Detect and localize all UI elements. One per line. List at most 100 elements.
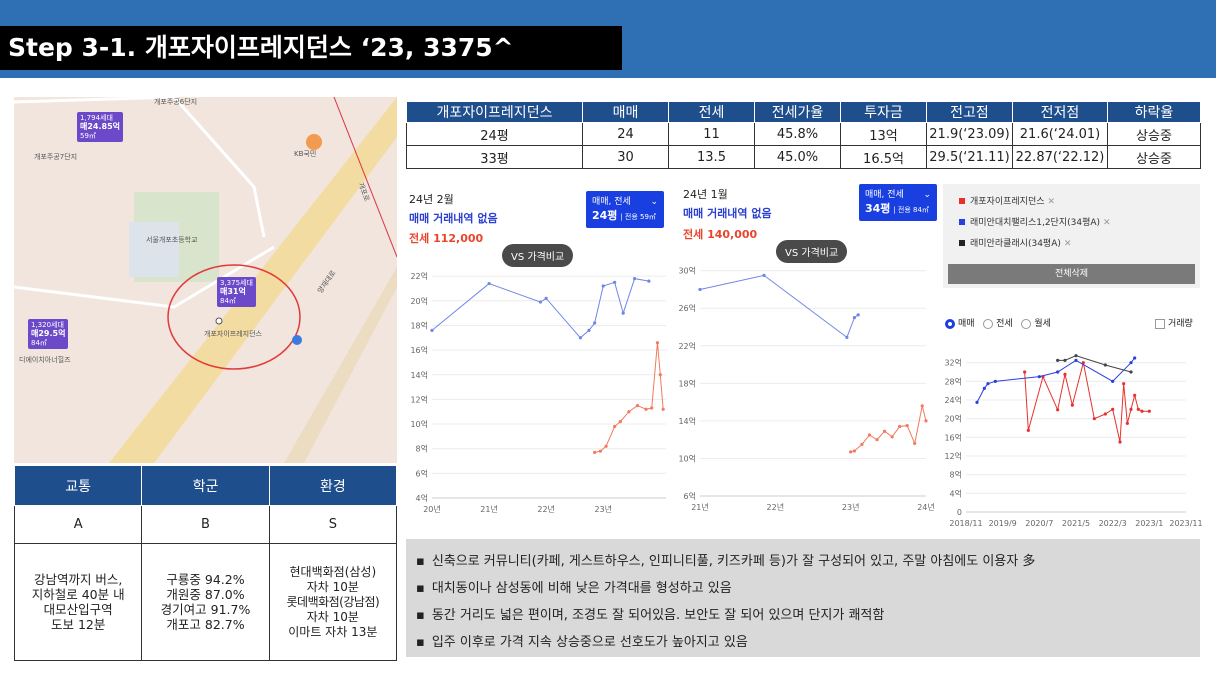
x-tick-label: 2019/9 [989, 519, 1017, 528]
volume-checkbox[interactable]: 거래량 [1155, 316, 1193, 329]
radio-monthly[interactable]: 월세 [1021, 318, 1051, 329]
data-point [1056, 370, 1060, 374]
price-tag[interactable]: 3,375세대 매31억 84㎡ [217, 277, 256, 308]
y-tick-label: 6억 [416, 468, 428, 478]
data-point [1129, 370, 1133, 374]
data-point [1122, 382, 1126, 386]
chart2-type-selector[interactable]: 매매, 전세 ⌄ 34평 | 전용 84㎡ [859, 184, 937, 221]
data-point [882, 429, 887, 433]
price-tag[interactable]: 1,320세대 매29.5억 84㎡ [28, 319, 69, 350]
table-row: 24평 24 11 45.8% 13억 21.9(‘23.09) 21.6(‘24.0… [406, 122, 1201, 146]
data-point [1147, 409, 1151, 413]
y-tick-label: 8억 [416, 444, 428, 454]
data-point [1092, 417, 1096, 421]
data-point [1026, 428, 1030, 432]
y-tick-label: 0 [957, 508, 962, 517]
map-label: 디에이치아너힐즈 [19, 356, 71, 364]
legend-item[interactable]: 개포자이프레지던스 ✕ [959, 194, 1055, 207]
school-area [129, 222, 179, 277]
chart1-plot: 4억 6억 8억 10억 12억 14억 16억 18억 20억 22억 20년 21년 22년 23년 [410, 271, 666, 514]
data-point [1074, 358, 1078, 362]
data-point [593, 450, 597, 454]
series-line [1057, 355, 1132, 373]
legend-item[interactable]: 래미안대치팰리스1,2단지(34평A) ✕ [959, 215, 1111, 228]
price-tag[interactable]: 1,794세대 매24.85억 59㎡ [77, 112, 124, 143]
x-tick-label: 20년 [423, 504, 441, 514]
price-table: 개포자이프레지던스 매매 전세 전세가율 투자금 전고점 전저점 하락율 24평… [406, 101, 1201, 169]
header-transport: 교통 [13, 465, 143, 506]
data-point [860, 442, 864, 446]
data-point [661, 407, 665, 411]
x-tick-label: 23년 [594, 504, 612, 514]
x-tick-label: 22년 [537, 504, 555, 514]
x-tick-label: 2018/11 [949, 519, 982, 528]
y-tick-label: 28억 [944, 376, 962, 386]
col-drop: 하락율 [1107, 101, 1201, 123]
y-tick-label: 18억 [678, 378, 696, 388]
map-view[interactable]: 개포주공6단지 개포주공7단지 KB국민 서울개포초등학교 개포자이프레지던스 … [14, 97, 397, 463]
data-point [601, 284, 605, 288]
data-point [627, 410, 631, 414]
close-icon: ✕ [1063, 239, 1072, 249]
data-point [635, 403, 640, 408]
table-row: 33평 30 13.5 45.0% 16.5억 29.5(‘21.11) 22.87(… [406, 145, 1201, 169]
data-point [1103, 412, 1107, 416]
data-point [1125, 421, 1129, 425]
delete-all-button[interactable]: 전체삭제 [948, 264, 1195, 284]
radio-jeonse[interactable]: 전세 [983, 318, 1013, 329]
col-complex: 개포자이프레지던스 [406, 101, 583, 123]
y-tick-label: 30억 [678, 266, 696, 276]
district-line [333, 97, 397, 258]
x-tick-label: 21년 [691, 502, 709, 512]
x-tick-label: 2023/1 [1135, 519, 1163, 528]
y-tick-label: 32억 [944, 358, 962, 368]
data-point [430, 328, 434, 332]
close-icon: ✕ [1047, 197, 1056, 207]
chart1-type-selector[interactable]: 매매, 전세 ⌄ 24평 | 전용 59㎡ [586, 191, 664, 228]
data-point [587, 328, 591, 332]
data-point [890, 435, 894, 439]
chart2-vs-button[interactable]: VS 가격비교 [776, 240, 848, 263]
data-point [698, 287, 702, 292]
data-point [1081, 361, 1085, 365]
chart1-vs-button[interactable]: VS 가격비교 [502, 244, 574, 267]
data-point [905, 423, 909, 428]
close-icon: ✕ [1103, 218, 1111, 228]
y-tick-label: 22억 [410, 271, 428, 281]
data-point [1103, 363, 1107, 367]
y-tick-label: 14억 [678, 416, 696, 426]
data-point [633, 277, 637, 281]
chart3-plot: 0 4억 8억 12억 16억 20억 24억 28억 32억 2018/11 2019/9 2020… [944, 354, 1202, 528]
data-point [1133, 356, 1137, 360]
data-point [613, 280, 617, 284]
x-tick-label: 21년 [480, 504, 498, 514]
list-item: 동간 거리도 넓은 편이며, 조경도 잘 되어있음. 보안도 잘 되어 있으며 … [416, 602, 1190, 629]
col-low: 전저점 [1012, 101, 1108, 123]
y-tick-label: 14억 [410, 370, 428, 380]
data-point [613, 424, 617, 429]
data-point [1063, 372, 1067, 376]
series-line [850, 405, 927, 453]
data-point [1118, 440, 1122, 444]
data-point [593, 321, 597, 325]
data-point [920, 404, 924, 408]
data-point [1056, 408, 1060, 412]
radio-sale[interactable]: 매매 [945, 318, 975, 329]
data-point [598, 449, 602, 453]
data-point [1140, 409, 1144, 413]
data-point [975, 400, 979, 404]
complex-pin [215, 317, 223, 325]
data-point [867, 433, 872, 437]
y-tick-label: 16억 [944, 432, 962, 442]
list-item: 신축으로 커뮤니티(카페, 게스트하우스, 인피니티풀, 키즈카페 등)가 잘 … [416, 548, 1190, 575]
data-point [852, 316, 857, 320]
transport-detail: 강남역까지 버스, 지하철로 40분 내 대모산입구역 도보 12분 [13, 543, 143, 661]
grade-transport: A [13, 505, 143, 544]
col-high: 전고점 [926, 101, 1013, 123]
map-label: 개포주공6단지 [154, 98, 198, 106]
location-info-table: 교통 학군 환경 A B S 강남역까지 버스, 지하철로 40분 내 대모산입… [13, 465, 398, 661]
legend-item[interactable]: 래미안라클래시(34평A) ✕ [959, 236, 1071, 249]
header-environment: 환경 [268, 465, 398, 506]
x-tick-label: 2021/5 [1062, 519, 1090, 528]
notes-list: 신축으로 커뮤니티(카페, 게스트하우스, 인피니티풀, 키즈카페 등)가 잘 … [406, 539, 1200, 657]
